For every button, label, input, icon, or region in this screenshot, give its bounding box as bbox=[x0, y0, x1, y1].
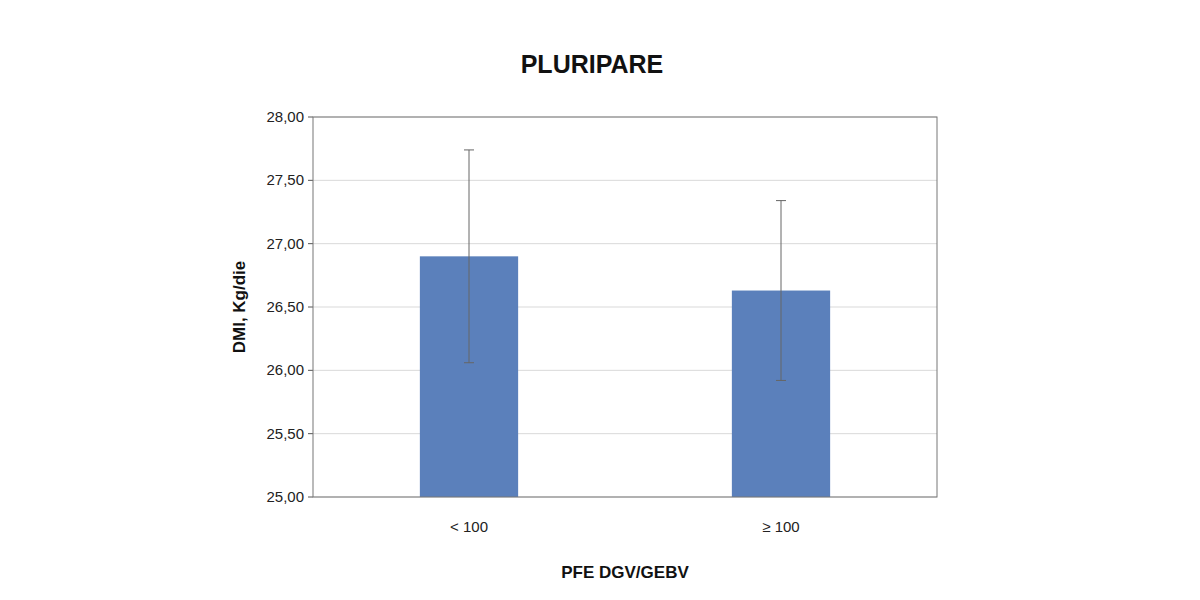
y-tick-label: 27,50 bbox=[266, 171, 304, 188]
grid-line bbox=[313, 243, 937, 244]
chart-container: 25,00 25,50 26,00 26,50 27,00 27,50 28,00 < 100… bbox=[0, 0, 1200, 600]
y-tick bbox=[308, 370, 313, 371]
error-bar bbox=[776, 201, 786, 381]
y-tick-label: 26,00 bbox=[266, 361, 304, 378]
y-tick bbox=[308, 497, 313, 498]
y-tick-label: 25,50 bbox=[266, 425, 304, 442]
chart-svg: 25,00 25,50 26,00 26,50 27,00 27,50 28,00 < 100… bbox=[0, 0, 1200, 600]
y-tick bbox=[308, 180, 313, 181]
grid-line bbox=[313, 433, 937, 434]
y-tick bbox=[308, 117, 313, 118]
error-bar-cap bbox=[776, 380, 786, 381]
y-tick-label: 25,00 bbox=[266, 488, 304, 505]
error-bar-stem bbox=[781, 201, 782, 381]
y-tick-label: 28,00 bbox=[266, 108, 304, 125]
plot-frame bbox=[313, 117, 937, 497]
x-tick-label: ≥ 100 bbox=[762, 518, 799, 535]
x-tick-label: < 100 bbox=[450, 518, 488, 535]
error-bar-cap bbox=[776, 200, 786, 201]
y-tick bbox=[308, 243, 313, 244]
grid-line bbox=[313, 180, 937, 181]
bars bbox=[420, 150, 830, 497]
error-bar-cap bbox=[464, 149, 474, 150]
y-tick-label: 26,50 bbox=[266, 298, 304, 315]
y-tick bbox=[308, 307, 313, 308]
error-bar-stem bbox=[469, 150, 470, 363]
y-tick-label: 27,00 bbox=[266, 235, 304, 252]
chart-title: PLURIPARE bbox=[521, 50, 664, 78]
grid-line bbox=[313, 370, 937, 371]
y-axis-label: DMI, Kg/die bbox=[230, 261, 249, 354]
y-tick bbox=[308, 433, 313, 434]
x-axis-label: PFE DGV/GEBV bbox=[561, 563, 689, 582]
error-bar bbox=[464, 150, 474, 363]
grid-line bbox=[313, 307, 937, 308]
error-bar-cap bbox=[464, 362, 474, 363]
